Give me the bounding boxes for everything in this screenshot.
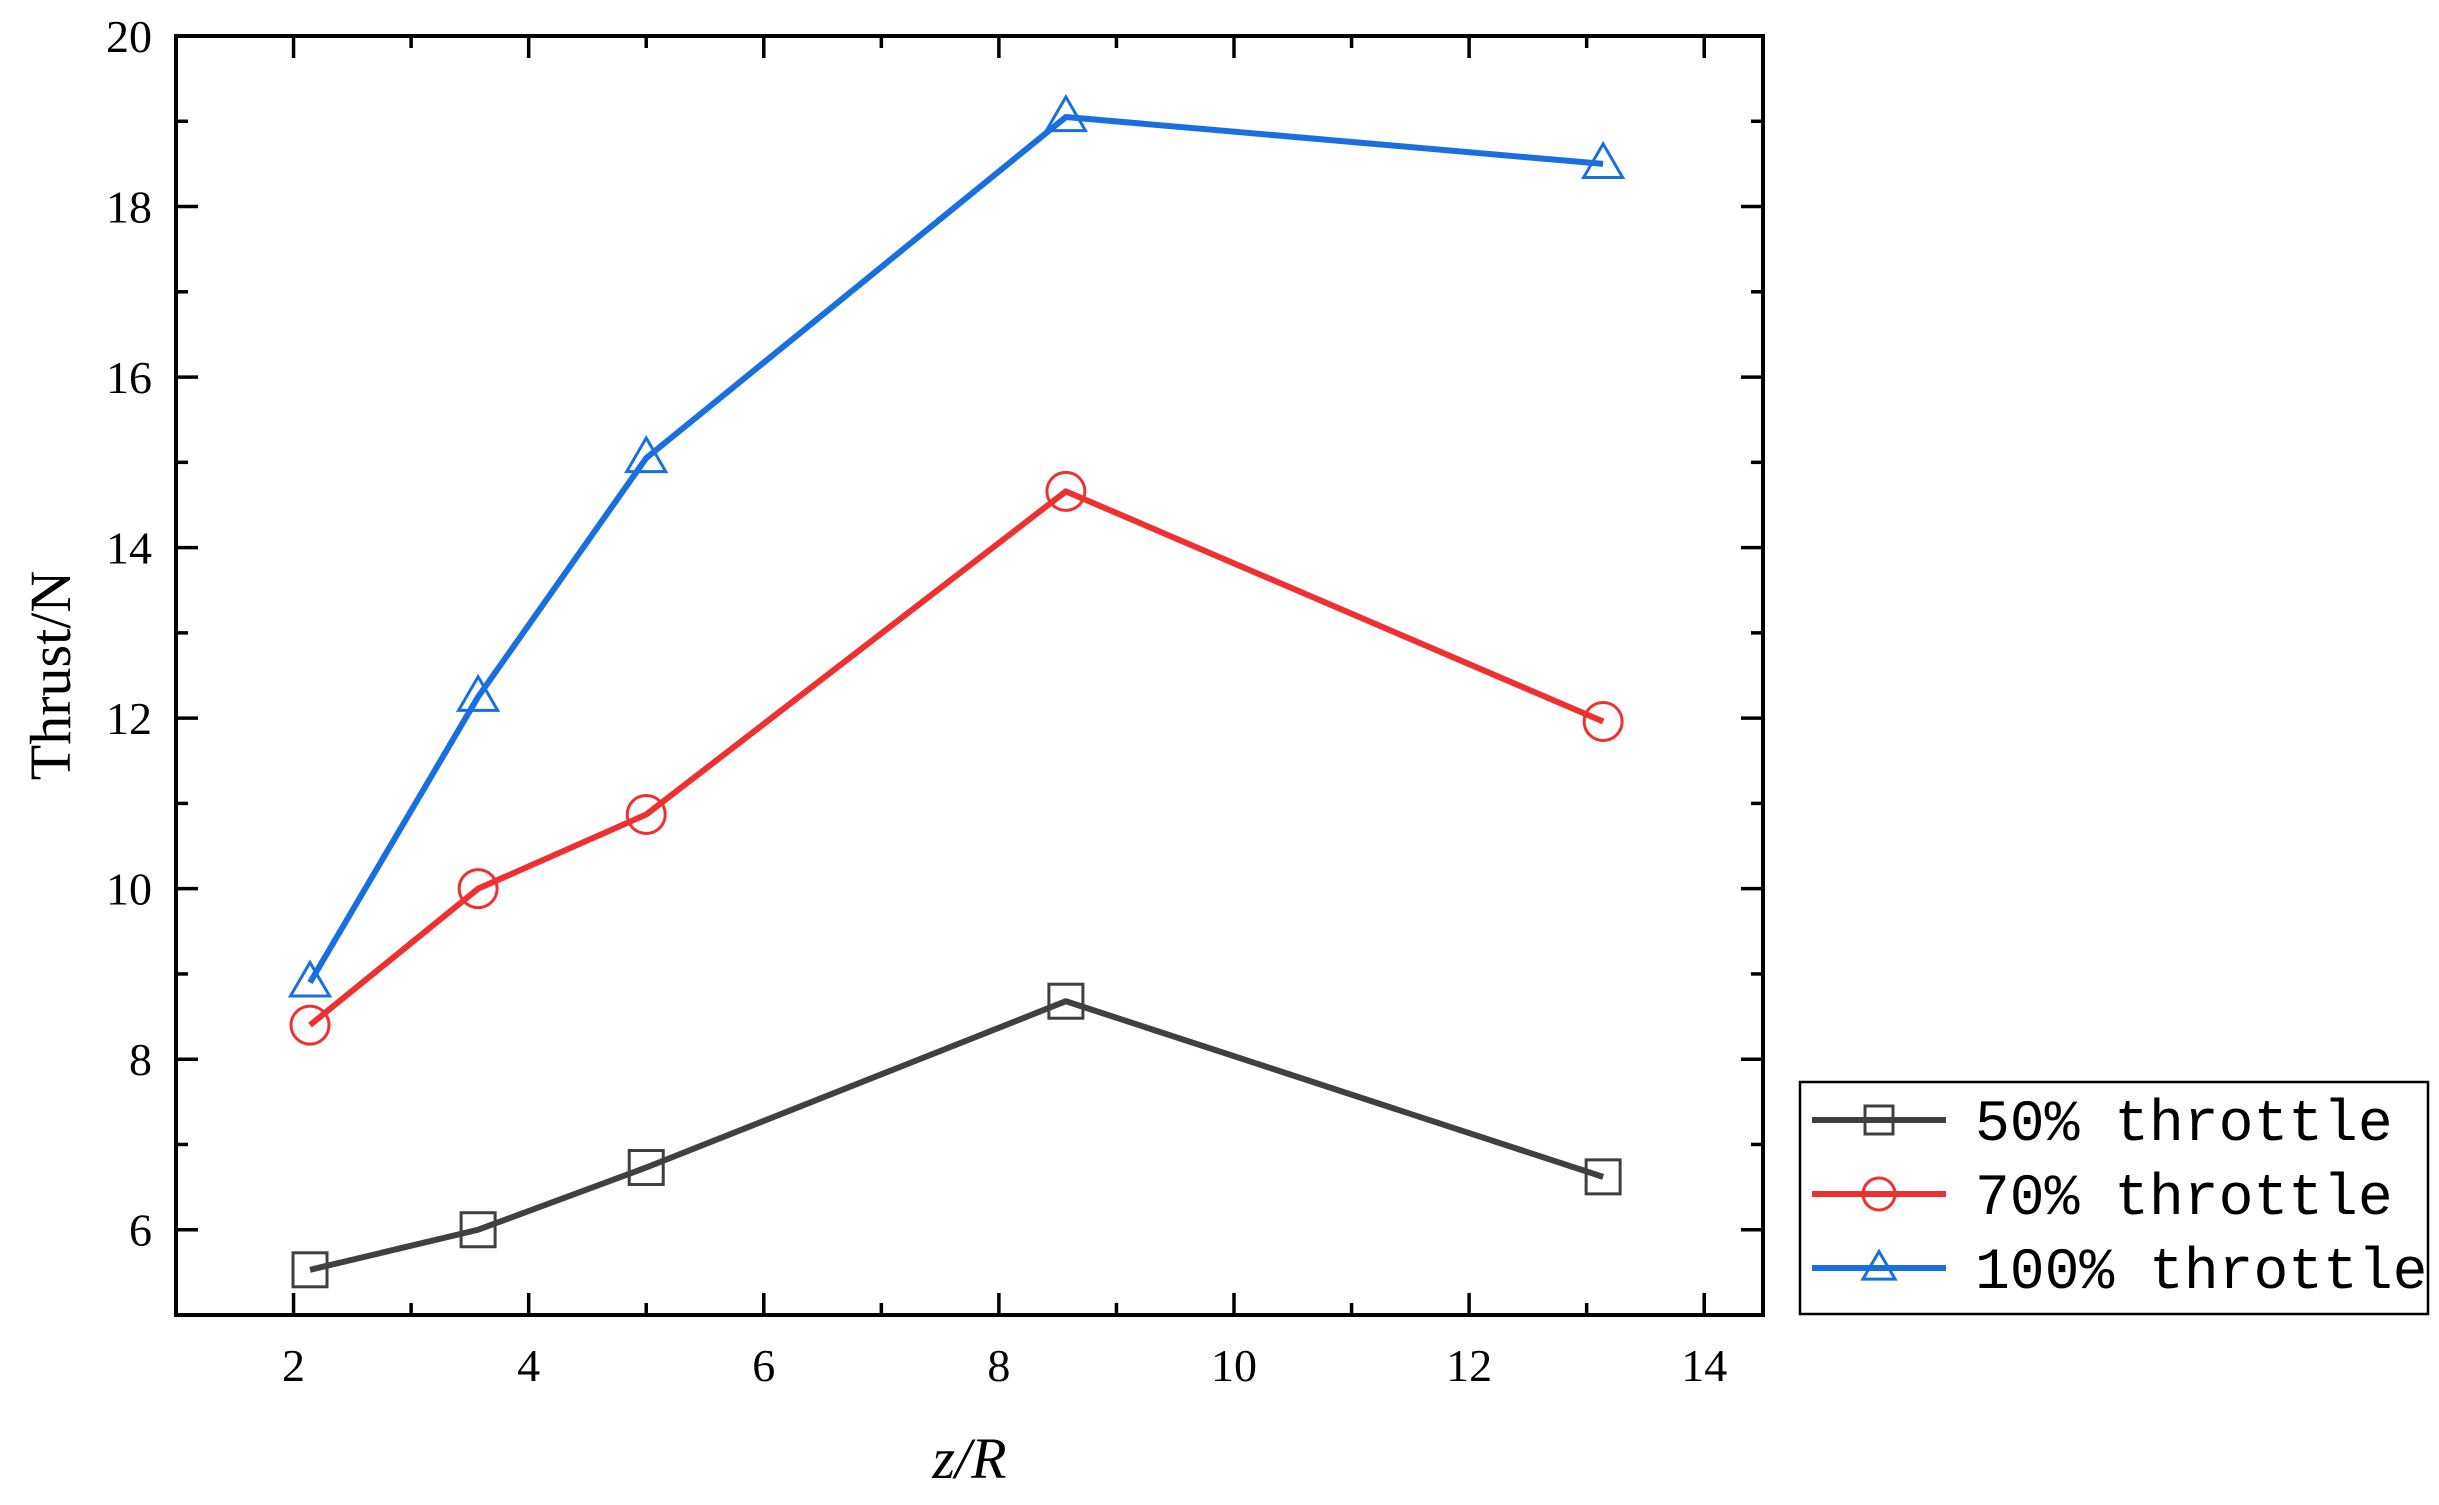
series-line [309, 998, 1605, 1273]
data-point-circle [457, 868, 499, 910]
y-tick-label: 18 [106, 182, 152, 233]
series-3 [287, 93, 1626, 998]
data-point-triangle [455, 673, 501, 712]
y-tick-label: 8 [129, 1034, 152, 1085]
legend-marker-triangle [1860, 1248, 1898, 1281]
series-1 [291, 982, 1622, 1289]
data-point-triangle [1043, 93, 1089, 133]
axes: 2 4 6 8 10 12 14 6 8 10 12 14 16 18 20 [106, 11, 1765, 1391]
data-point-square [627, 1148, 665, 1186]
plot-frame [174, 34, 1765, 1317]
legend-item: 100% throttle [1812, 1241, 2427, 1306]
y-tick-label: 10 [106, 864, 152, 915]
y-tick-label: 12 [106, 693, 152, 744]
series-line [307, 114, 1604, 984]
x-tick-label: 14 [1681, 1340, 1727, 1391]
data-point-square [459, 1211, 497, 1249]
y-tick-label: 16 [106, 352, 152, 403]
data-point-triangle [287, 959, 333, 998]
data-point-square [291, 1251, 329, 1289]
y-tick-label: 20 [106, 11, 152, 62]
x-tick-label: 10 [1211, 1340, 1257, 1391]
y-tick-label: 14 [106, 523, 152, 574]
legend: 50% throttle 70% throttle 100% throttle [1798, 1080, 2430, 1316]
data-point-square [1584, 1158, 1622, 1196]
legend-marker-circle [1861, 1176, 1897, 1212]
legend-item: 50% throttle [1812, 1093, 2393, 1158]
y-axis-title: Thrust/N [18, 571, 83, 780]
data-point-circle [1045, 470, 1087, 512]
data-point-circle [625, 793, 667, 835]
series-line [308, 488, 1605, 1028]
x-tick-label: 2 [282, 1340, 305, 1391]
series-layer [287, 93, 1626, 1289]
data-point-triangle [1580, 140, 1626, 179]
legend-label: 100% throttle [1975, 1241, 2427, 1306]
x-tick-label: 6 [752, 1340, 775, 1391]
x-tick-label: 4 [517, 1340, 540, 1391]
data-point-circle [1582, 701, 1624, 743]
x-tick-label: 12 [1446, 1340, 1492, 1391]
legend-label: 70% throttle [1975, 1167, 2393, 1232]
legend-item: 70% throttle [1812, 1167, 2393, 1232]
legend-label: 50% throttle [1975, 1093, 2393, 1158]
x-axis-title: z/R [931, 1426, 1006, 1491]
y-tick-label: 6 [129, 1205, 152, 1256]
x-tick-label: 8 [987, 1340, 1010, 1391]
data-point-triangle [624, 435, 669, 474]
data-point-circle [289, 1004, 331, 1046]
legend-marker-square [1863, 1104, 1895, 1136]
series-2 [289, 470, 1624, 1046]
data-point-square [1047, 982, 1085, 1020]
